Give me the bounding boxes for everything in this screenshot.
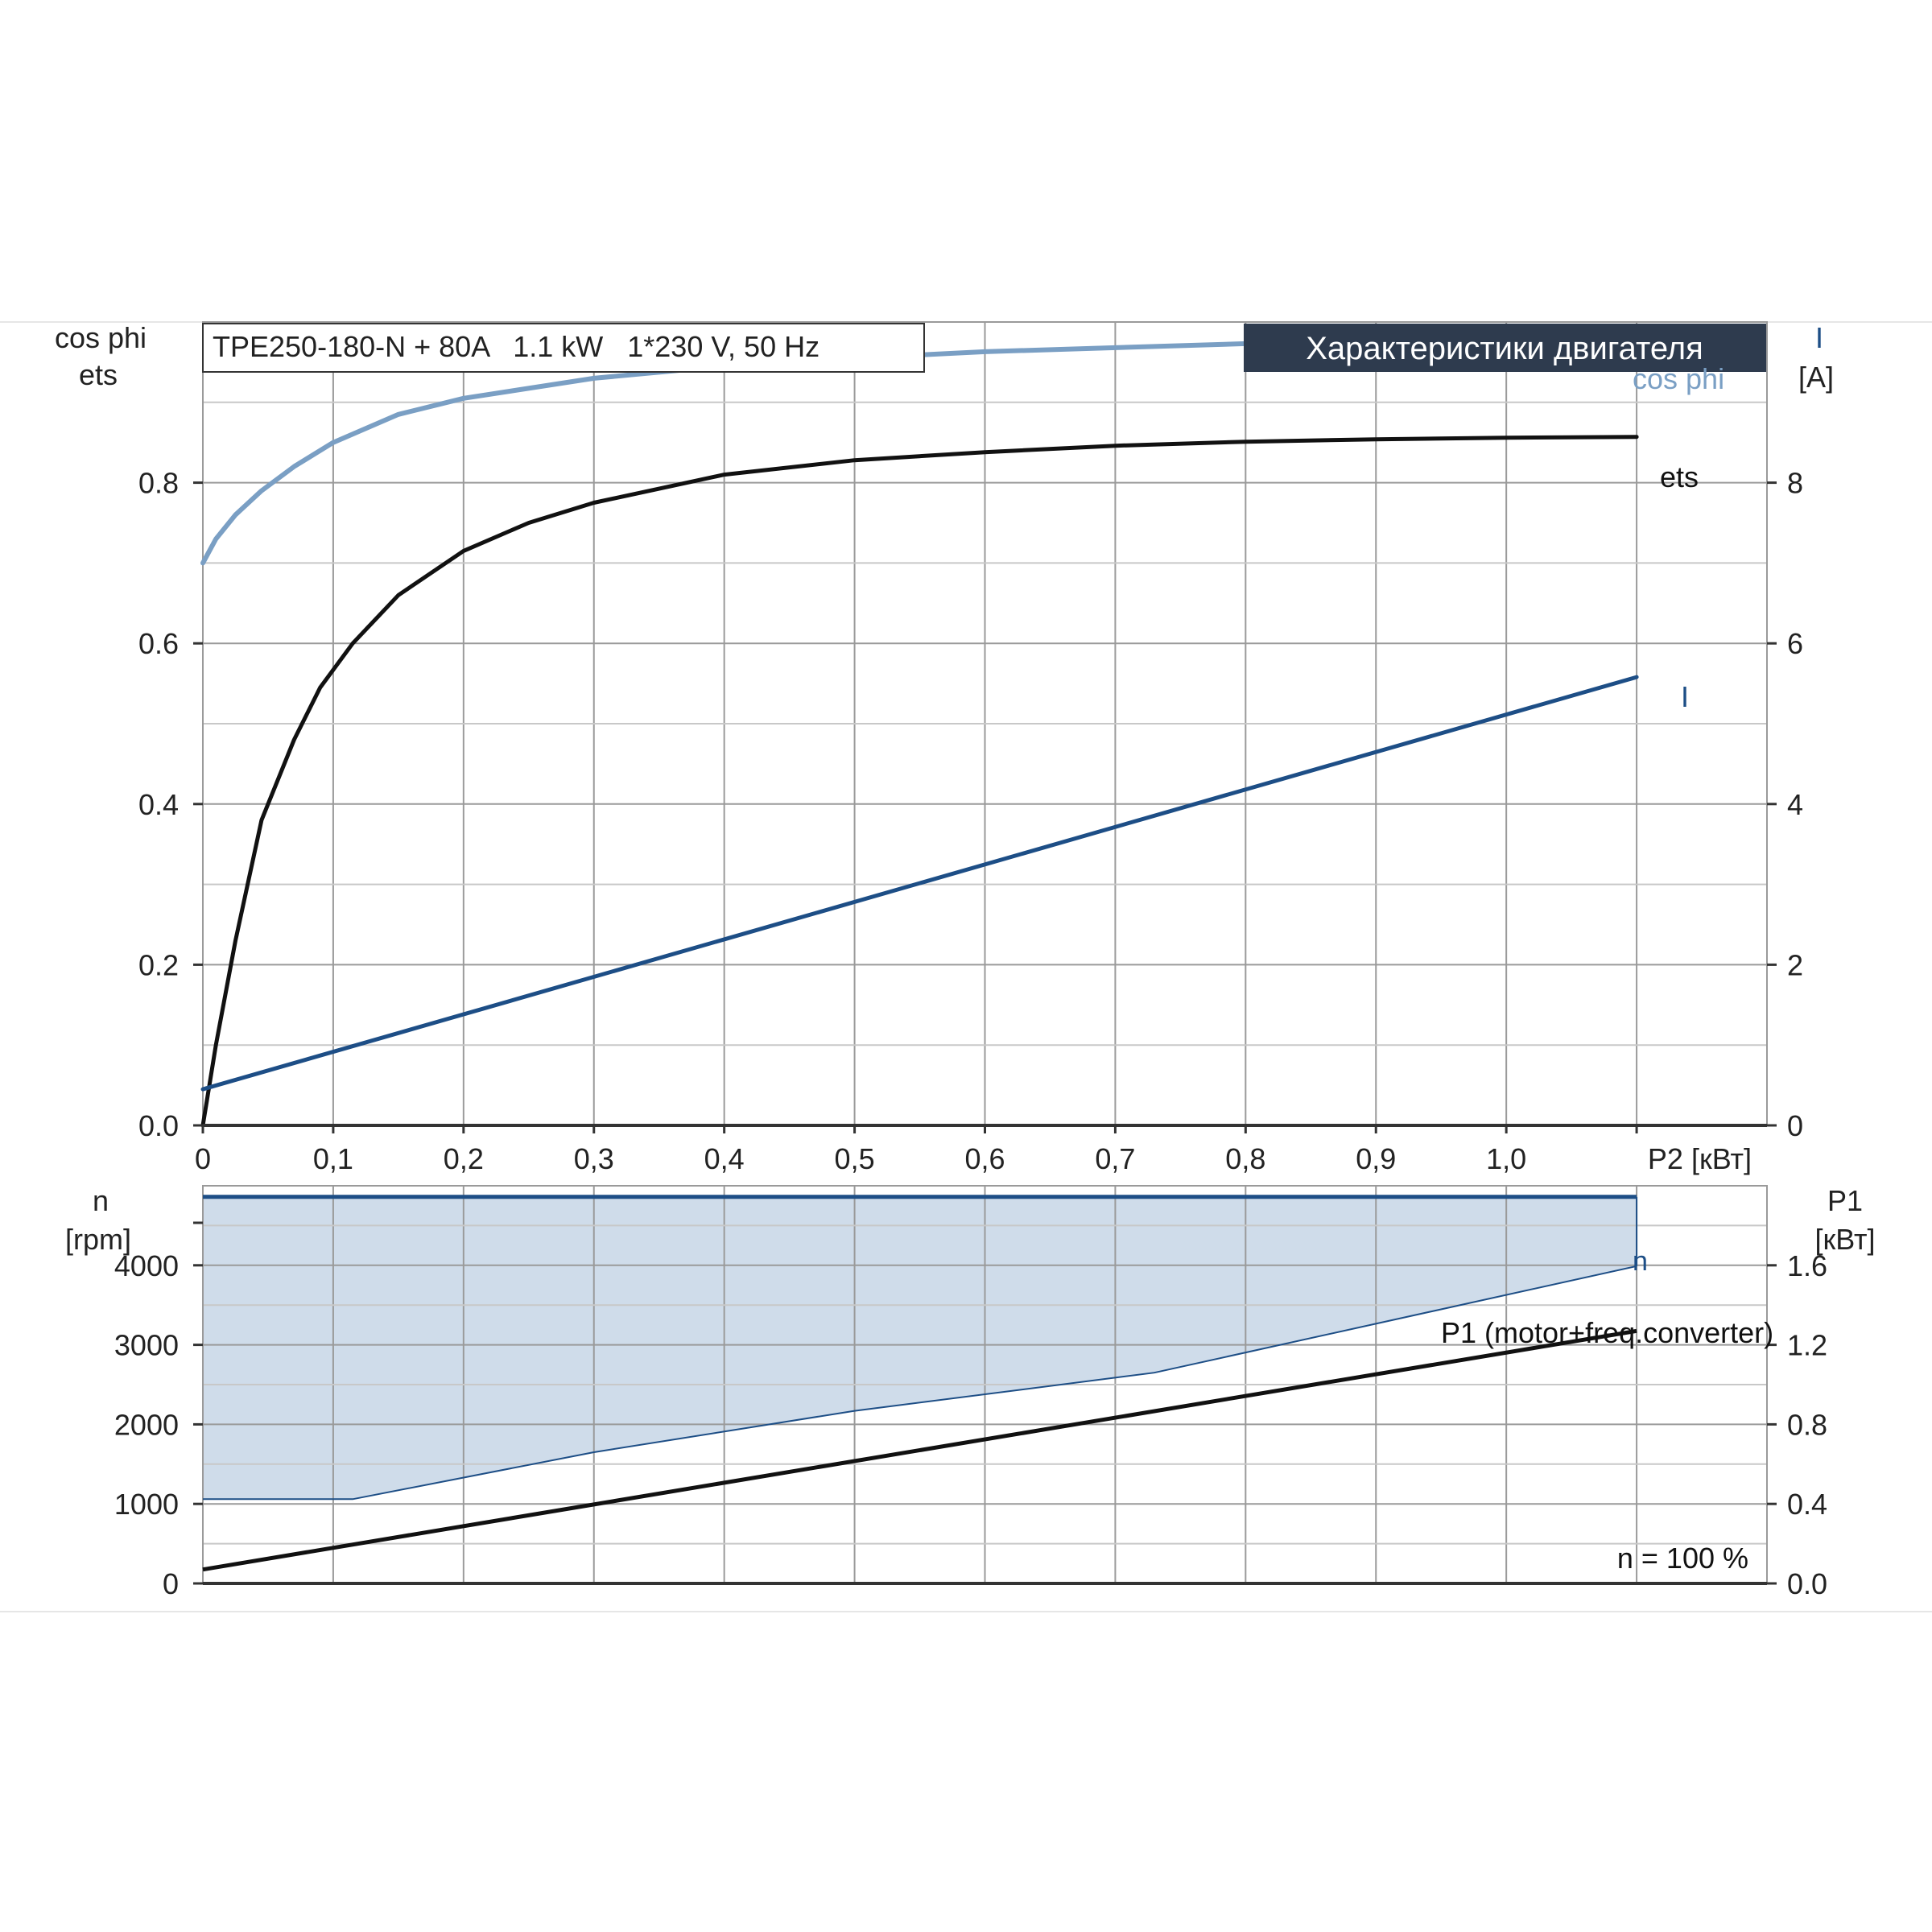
upper-left-tick-label: 0.4 (138, 788, 179, 821)
series-label-ets: ets (1660, 460, 1699, 493)
current-line (200, 675, 1639, 1092)
lower-right-tick-label: 1.6 (1787, 1249, 1827, 1282)
lower-left-tick-label: 4000 (114, 1249, 179, 1282)
speed-range-fill (203, 1196, 1637, 1500)
series-label-p1: P1 (motor+freq.converter) (1441, 1316, 1773, 1349)
upper-x-tick-label: 0,5 (835, 1142, 875, 1175)
lower-right-tick-label: 0.4 (1787, 1488, 1827, 1521)
upper-x-tick-labels: 0 0,1 0,2 0,3 0,4 0,5 0,6 0,7 0,8 0,9 1,0 (195, 1125, 1638, 1175)
model-box (202, 323, 925, 373)
speed-range-area (203, 1196, 1637, 1500)
left-axis-label-cosphi: cos phi (55, 321, 147, 354)
upper-x-tick-label: 0,1 (313, 1142, 353, 1175)
lower-left-tick-label: 0 (163, 1567, 179, 1600)
upper-x-tick-label: 0,2 (444, 1142, 484, 1175)
lower-left-axis-label-n: n (93, 1184, 109, 1217)
lower-right-tick-labels: 0.0 0.4 0.8 1.2 1.6 (1767, 1249, 1827, 1600)
upper-left-tick-label: 0.2 (138, 948, 179, 981)
chart-title: Характеристики двигателя (1306, 331, 1703, 366)
series-label-n: n (1633, 1246, 1648, 1277)
lower-left-tick-label: 3000 (114, 1329, 179, 1362)
upper-right-tick-labels: 0 2 4 6 8 (1767, 467, 1803, 1142)
ets-curve (200, 435, 1639, 1128)
upper-x-tick-label: 1,0 (1486, 1142, 1526, 1175)
upper-left-tick-label: 0.0 (138, 1109, 179, 1142)
upper-right-tick-label: 2 (1787, 948, 1803, 981)
speed-min-boundary (203, 1265, 1637, 1501)
upper-plot-grid (203, 322, 1767, 1125)
lower-right-tick-label: 1.2 (1787, 1329, 1827, 1362)
upper-left-tick-label: 0.6 (138, 627, 179, 660)
upper-left-tick-labels: 0.0 0.2 0.4 0.6 0.8 (138, 467, 203, 1142)
upper-right-tick-label: 4 (1787, 788, 1803, 821)
lower-right-tick-label: 0.8 (1787, 1408, 1827, 1441)
upper-plot-series (200, 334, 1640, 1128)
upper-x-tick-label: 0,4 (704, 1142, 745, 1175)
x-axis-label: P2 [кВт] (1648, 1142, 1752, 1175)
upper-x-tick-label: 0 (195, 1142, 211, 1175)
upper-x-tick-label: 0,9 (1356, 1142, 1396, 1175)
upper-x-tick-label: 0,3 (574, 1142, 614, 1175)
title-box (1244, 324, 1766, 372)
series-label-i: I (1681, 680, 1689, 713)
upper-x-tick-label: 0,8 (1225, 1142, 1265, 1175)
lower-plot-grid (203, 1186, 1767, 1583)
lower-plot-series (202, 1195, 1638, 1572)
lower-left-tick-label: 2000 (114, 1408, 179, 1441)
lower-right-axis-label-unit: [кВт] (1814, 1223, 1875, 1256)
lower-left-axis-label-unit: [rpm] (65, 1223, 131, 1256)
lower-right-axis-label-p1: P1 (1827, 1184, 1863, 1217)
upper-right-tick-label: 8 (1787, 467, 1803, 500)
p1-line (202, 1328, 1637, 1572)
upper-left-tick-label: 0.8 (138, 467, 179, 500)
model-label: TPE250-180-N + 80A 1.1 kW 1*230 V, 50 Hz (213, 330, 819, 363)
right-axis-label-i: I (1815, 321, 1823, 354)
left-axis-label-ets: ets (79, 358, 118, 391)
series-label-cosphi: cos phi (1633, 362, 1724, 395)
lower-left-tick-label: 1000 (114, 1488, 179, 1521)
upper-x-tick-label: 0,7 (1095, 1142, 1135, 1175)
upper-x-tick-label: 0,6 (964, 1142, 1005, 1175)
upper-right-tick-label: 0 (1787, 1109, 1803, 1142)
right-axis-label-unit: [A] (1798, 361, 1834, 394)
speed-annotation: n = 100 % (1617, 1542, 1748, 1575)
lower-left-tick-labels: 0 1000 2000 3000 4000 (114, 1221, 203, 1600)
upper-right-tick-label: 6 (1787, 627, 1803, 660)
lower-right-tick-label: 0.0 (1787, 1567, 1827, 1600)
